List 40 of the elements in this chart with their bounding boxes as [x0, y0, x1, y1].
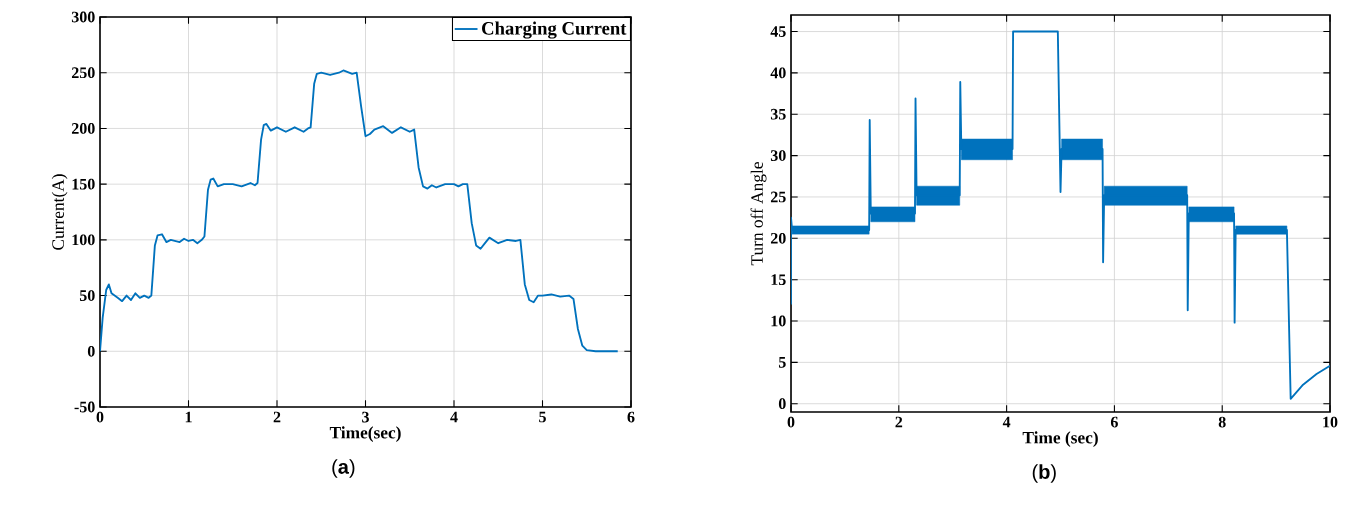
x-tick-label: 1 [185, 411, 192, 423]
text: (a) [332, 459, 355, 478]
y-tick-label: 45 [770, 26, 786, 37]
y-tick-label: 200 [71, 123, 95, 134]
y-tick-label: 100 [72, 234, 95, 246]
text: (b) [1032, 464, 1056, 483]
y-tick-label: 150 [72, 178, 95, 190]
x-tick-label: 4 [450, 411, 458, 423]
x-axis-title: Time (sec) [1022, 431, 1098, 448]
y-tick-label: 30 [770, 150, 786, 161]
x-tick-label: 6 [627, 411, 635, 423]
y-tick-label: 40 [770, 67, 786, 79]
x-tick-label: 2 [895, 416, 903, 428]
y-tick-label: -50 [74, 401, 95, 413]
y-tick-label: 25 [770, 191, 786, 203]
x-tick-label: 2 [273, 411, 281, 423]
legend-label: Charging Current [482, 21, 627, 39]
y-tick-label: 5 [778, 357, 786, 368]
x-tick-label: 6 [1110, 416, 1118, 428]
y-tick-label: 35 [770, 108, 786, 120]
y-axis-title: Current(A) [51, 174, 68, 250]
x-tick-label: 4 [1002, 416, 1011, 428]
y-tick-label: 0 [87, 345, 95, 357]
y-tick-label: 250 [71, 67, 95, 79]
x-tick-label: 8 [1218, 416, 1226, 428]
x-tick-label: 3 [362, 411, 369, 423]
y-axis-title: Turn off Angle [750, 162, 767, 266]
x-tick-label: 0 [96, 411, 104, 423]
y-tick-label: 15 [771, 274, 786, 286]
x-tick-label: 5 [539, 411, 546, 423]
y-tick-label: 300 [71, 11, 95, 23]
x-tick-label: 0 [787, 416, 795, 428]
x-tick-label: 10 [1323, 416, 1338, 428]
y-tick-label: 10 [771, 315, 786, 327]
line-series [100, 69, 619, 353]
y-tick-label: 20 [770, 232, 786, 244]
x-axis-title: Time(sec) [329, 426, 401, 443]
y-tick-label: 50 [79, 290, 95, 301]
y-tick-label: 0 [778, 398, 786, 410]
line-series [791, 30, 1331, 400]
